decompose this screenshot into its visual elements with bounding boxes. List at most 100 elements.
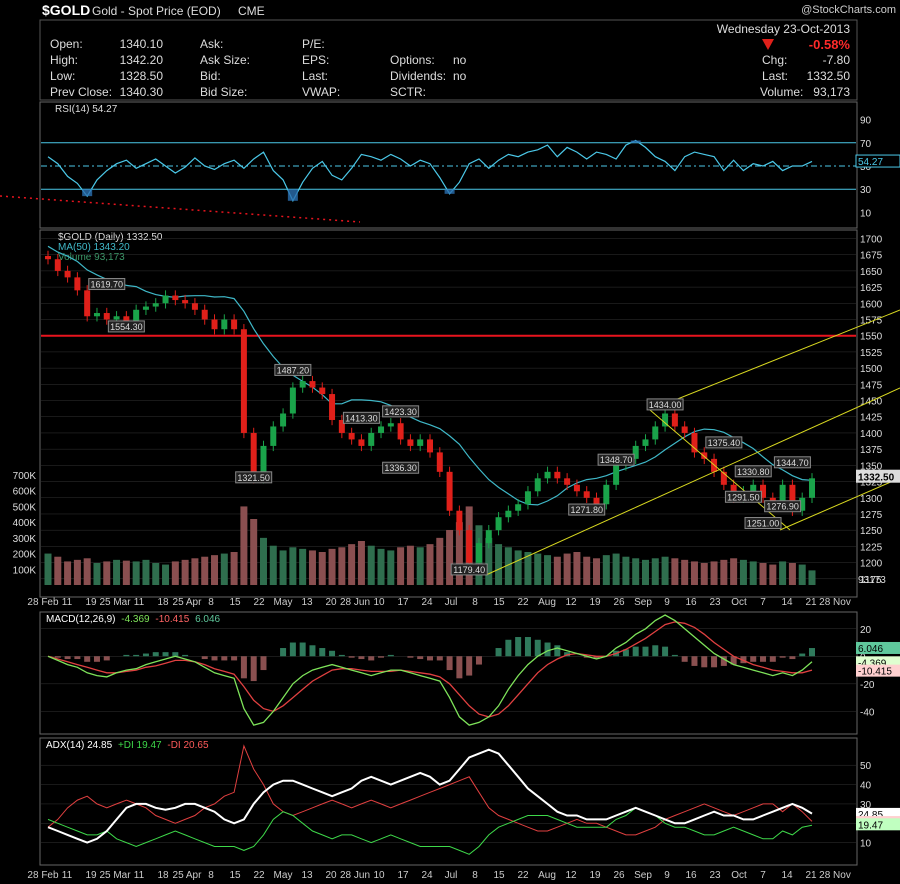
macd-histogram-bar [622, 649, 629, 657]
volume-tick: 400K [13, 518, 37, 529]
macd-histogram-bar [387, 654, 394, 657]
price-y-tick: 1425 [860, 413, 883, 424]
macd-histogram-bar [652, 645, 659, 657]
macd-histogram-bar [182, 654, 189, 657]
x-tick-label: 26 [613, 597, 625, 608]
candle-body [691, 432, 698, 453]
adx-y-tick: 50 [860, 761, 872, 772]
price-annotation-box [382, 405, 420, 418]
x-tick-label: Sep [634, 597, 652, 608]
x-tick-label: May [274, 597, 293, 608]
macd-histogram-bar [671, 654, 678, 657]
x-tick-label: 17 [397, 870, 409, 881]
macd-histogram-bar [769, 656, 776, 662]
volume-bar [387, 550, 395, 585]
x-tick-label: 20 [325, 870, 337, 881]
candle-body [701, 452, 708, 459]
volume-bar [446, 530, 454, 585]
price-annotation-box [568, 503, 606, 516]
x-tick-label: 22 [517, 597, 529, 608]
volume-bar [93, 563, 101, 585]
red-dotted-trendline [0, 195, 361, 223]
adx-legend: ADX(14) 24.85 [46, 740, 113, 751]
candle-body [64, 270, 71, 278]
x-tick-label: 19 [589, 870, 601, 881]
x-tick-label: 19 [589, 597, 601, 608]
volume-bar [152, 563, 160, 585]
volume-bar [299, 548, 307, 585]
macd-histogram-bar [172, 652, 179, 657]
macd-histogram-bar [760, 656, 767, 662]
volume-bar [220, 553, 228, 585]
volume-tick: 100K [13, 565, 37, 576]
price-annotation: 1251.00 [747, 519, 780, 529]
candle-body [466, 530, 473, 563]
change-pct: -0.58% [809, 37, 851, 52]
x-tick-label: 9 [664, 597, 670, 608]
macd-histogram-bar [309, 645, 316, 657]
volume-bar [308, 550, 316, 585]
candle-body [270, 426, 277, 446]
macd-histogram-bar [74, 656, 81, 660]
dividends-value: no [453, 69, 467, 83]
channel-bottom-line [779, 477, 900, 531]
volume-bar [671, 558, 679, 585]
x-tick-label: 23 [709, 597, 721, 608]
rsi-series-line [47, 139, 813, 203]
price-annotation-box [744, 517, 782, 530]
volume-bar [377, 548, 385, 585]
volume-bar [54, 556, 62, 585]
candle-body [485, 530, 492, 544]
candle-body [505, 510, 512, 518]
rsi-y-tick: 90 [860, 116, 872, 127]
macd-histogram-bar [427, 656, 433, 661]
price-annotation-box [773, 456, 811, 469]
candle-body [417, 439, 424, 446]
macd-histogram-bar [54, 656, 61, 658]
macd-value: -4.369 [858, 658, 887, 669]
candle-body [250, 432, 257, 479]
volume-tick: 600K [13, 487, 37, 498]
price-annotation: 1348.70 [600, 455, 633, 465]
price-annotation: 1413.30 [345, 413, 378, 423]
macd-histogram-bar [142, 653, 149, 657]
candle-body [524, 491, 531, 505]
x-tick-label: 28 Feb [27, 870, 59, 881]
macd-histogram-bar [84, 656, 91, 662]
candle-body [495, 517, 502, 531]
volume-bar [122, 560, 130, 585]
volume-bar [162, 564, 170, 585]
volume-bar [83, 558, 91, 585]
macd-histogram-bar [779, 656, 786, 658]
down-arrow-icon [762, 39, 774, 50]
x-tick-label: 21 [805, 597, 817, 608]
macd-legend-signal: -10.415 [155, 614, 189, 625]
svg-text:ADX(14) 24.85 +DI 19.47: ADX(14) 24.85 +DI 19.47 -DI 20.65 [46, 740, 209, 751]
x-tick-label: 10 [373, 597, 385, 608]
candle-body [534, 478, 541, 492]
candle-body [446, 471, 453, 511]
volume-bar [759, 563, 767, 585]
volume-bar [328, 548, 336, 585]
x-tick-label: 19 [85, 597, 97, 608]
price-y-tick: 1375 [860, 445, 883, 456]
price-y-tick: 1400 [860, 429, 883, 440]
volume-bar [416, 547, 424, 585]
candle-body [211, 319, 218, 330]
macd-histogram-bar [632, 646, 639, 657]
x-axis-layer: 28 Feb 11 19 25 Mar 11 18 25 Apr 8 15 22 May 13 20 28… [27, 597, 850, 881]
dividends-label: Dividends: [390, 69, 446, 83]
macd-signal-line [47, 621, 813, 718]
macd-histogram-bar [544, 642, 551, 657]
adx-last-value: 24.85 [858, 810, 883, 821]
channel-upper-line [649, 309, 900, 411]
x-tick-label: 15 [493, 870, 505, 881]
macd-histogram-bar [162, 652, 169, 657]
x-tick-label: 11 [134, 870, 145, 881]
adx-panel [39, 737, 858, 866]
macd-histogram-bar [583, 656, 590, 658]
x-tick-label: 20 [325, 597, 337, 608]
volume-bar [240, 506, 248, 585]
low-label: Low: [50, 69, 75, 83]
volume-bar [485, 537, 493, 585]
